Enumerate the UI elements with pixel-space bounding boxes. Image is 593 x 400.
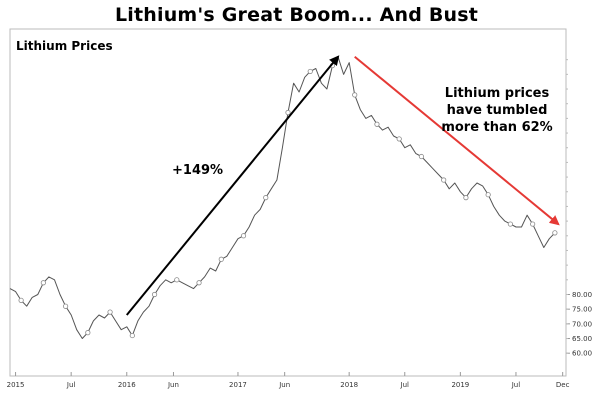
- data-point-marker: [240, 233, 247, 239]
- x-tick-label: Jul: [66, 381, 76, 389]
- gain-annotation: +149%: [172, 163, 223, 178]
- data-point-marker: [85, 330, 91, 336]
- y-tick-label: 65.00: [572, 335, 592, 343]
- decline-annotation-line-2: have tumbled: [447, 103, 548, 118]
- data-point-marker: [485, 192, 491, 198]
- data-point-marker: [507, 221, 513, 227]
- panel-label: Lithium Prices: [16, 39, 113, 53]
- x-tick-label: Jun: [167, 381, 179, 389]
- x-tick-label: 2017: [229, 381, 247, 389]
- x-axis: 2015 Jul 2016 Jun 2017 Jun 2018 Jul 2019 Jul Dec: [7, 372, 570, 389]
- data-point-marker: [196, 280, 202, 286]
- decline-annotation-line-1: Lithium prices: [445, 86, 550, 101]
- data-point-marker: [174, 277, 180, 283]
- x-tick-label: 2016: [118, 381, 136, 389]
- y-tick-label: 75.00: [572, 306, 592, 314]
- data-point-marker: [263, 195, 269, 201]
- y-tick-label: 70.00: [572, 320, 592, 328]
- data-point-marker: [18, 297, 24, 303]
- data-point-marker: [552, 230, 558, 236]
- arrow-layer: [125, 55, 560, 316]
- data-point-marker: [40, 280, 46, 286]
- data-point-marker: [396, 136, 402, 142]
- data-point-marker: [463, 195, 469, 201]
- y-axis: 60.00 65.00 70.00 75.00 80.00: [566, 59, 592, 358]
- y-tick-label: 80.00: [572, 291, 592, 299]
- boom-arrow: [125, 55, 340, 316]
- x-tick-label: Jul: [511, 381, 521, 389]
- data-point-marker: [218, 256, 224, 262]
- x-tick-label: 2019: [451, 381, 469, 389]
- bust-arrow: [354, 55, 560, 226]
- y-tick-label: 60.00: [572, 350, 592, 358]
- data-point-marker: [307, 68, 313, 75]
- x-tick-label: Dec: [556, 381, 570, 389]
- data-point-marker: [129, 332, 135, 339]
- x-tick-label: 2015: [7, 381, 25, 389]
- x-tick-label: Jul: [400, 381, 410, 389]
- x-tick-label: Jun: [278, 381, 290, 389]
- chart-title: Lithium's Great Boom... And Bust: [114, 4, 479, 26]
- data-point-marker: [374, 121, 380, 127]
- price-series-line: [9, 56, 556, 339]
- data-point-marker: [151, 291, 158, 298]
- data-point-marker: [285, 109, 291, 116]
- series-layer: [9, 56, 556, 339]
- data-point-marker: [418, 153, 425, 160]
- decline-annotation-line-3: more than 62%: [441, 120, 552, 135]
- data-point-marker: [530, 221, 536, 227]
- x-tick-label: 2018: [340, 381, 358, 389]
- data-point-marker: [441, 177, 447, 183]
- data-point-marker: [107, 309, 113, 315]
- data-point-marker: [62, 303, 69, 309]
- plot-frame: [9, 28, 567, 377]
- data-point-marker: [352, 92, 358, 98]
